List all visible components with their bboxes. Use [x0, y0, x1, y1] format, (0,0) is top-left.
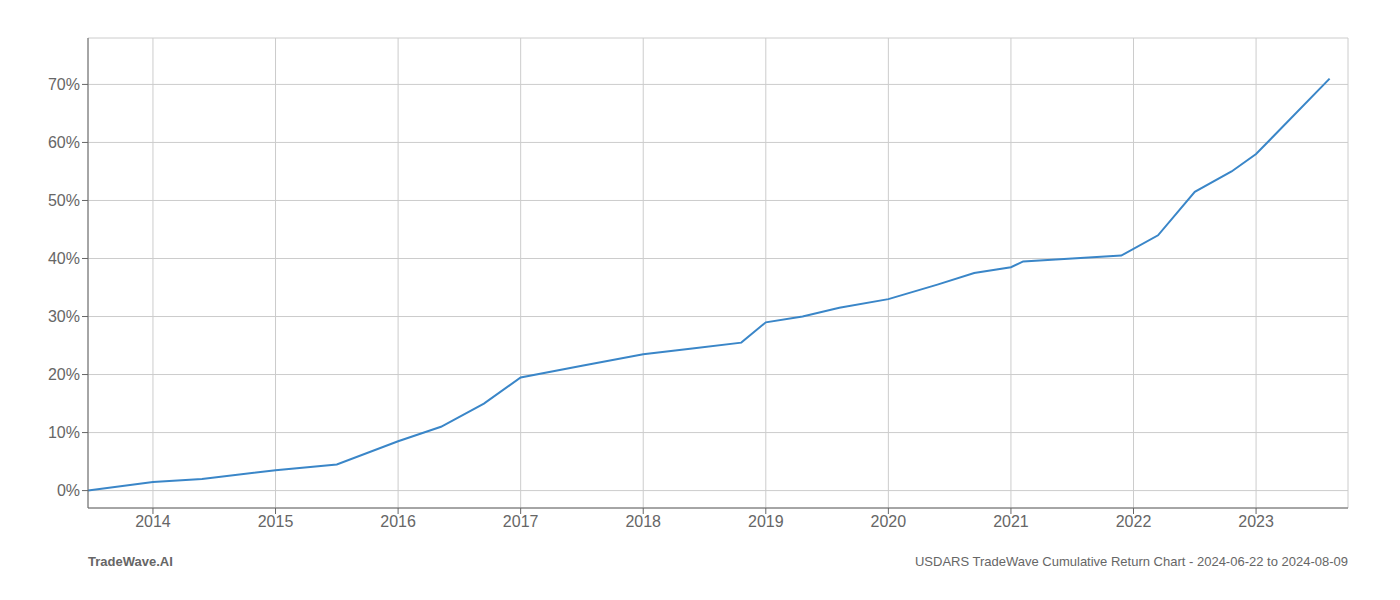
svg-text:50%: 50% [48, 192, 80, 209]
svg-text:2019: 2019 [748, 513, 784, 530]
svg-text:2021: 2021 [993, 513, 1029, 530]
svg-text:20%: 20% [48, 366, 80, 383]
html-text:TradeWave.AI: TradeWave.AI [88, 554, 173, 569]
svg-text:60%: 60% [48, 134, 80, 151]
svg-text:2017: 2017 [503, 513, 539, 530]
svg-text:2023: 2023 [1238, 513, 1274, 530]
svg-text:0%: 0% [57, 482, 80, 499]
svg-text:2020: 2020 [871, 513, 907, 530]
svg-text:2018: 2018 [625, 513, 661, 530]
html-text:USDARS TradeWave Cumulative Re: USDARS TradeWave Cumulative Return Chart… [914, 554, 1348, 569]
svg-text:70%: 70% [48, 76, 80, 93]
svg-text:2022: 2022 [1116, 513, 1152, 530]
svg-text:2016: 2016 [380, 513, 416, 530]
svg-text:2014: 2014 [135, 513, 171, 530]
svg-text:10%: 10% [48, 424, 80, 441]
svg-text:40%: 40% [48, 250, 80, 267]
svg-text:2015: 2015 [258, 513, 294, 530]
svg-text:30%: 30% [48, 308, 80, 325]
